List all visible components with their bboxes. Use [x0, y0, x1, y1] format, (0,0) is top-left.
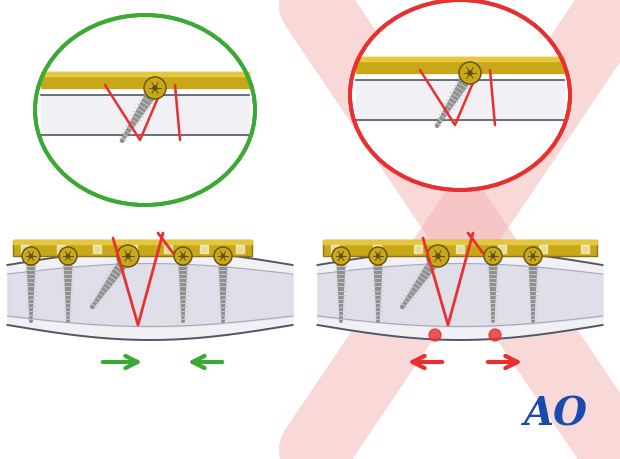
- Circle shape: [66, 319, 70, 323]
- Polygon shape: [401, 252, 443, 308]
- Polygon shape: [336, 256, 346, 321]
- Circle shape: [66, 254, 70, 258]
- Ellipse shape: [352, 1, 569, 189]
- Circle shape: [214, 247, 232, 265]
- Circle shape: [59, 247, 77, 265]
- Ellipse shape: [37, 17, 254, 203]
- Circle shape: [22, 247, 40, 265]
- Circle shape: [524, 247, 542, 265]
- Circle shape: [467, 70, 472, 76]
- Circle shape: [221, 254, 225, 258]
- Text: AO: AO: [523, 396, 587, 434]
- Circle shape: [221, 319, 225, 323]
- Polygon shape: [323, 240, 597, 256]
- Polygon shape: [91, 252, 133, 308]
- Circle shape: [376, 319, 380, 323]
- Circle shape: [435, 123, 440, 128]
- Polygon shape: [488, 256, 498, 321]
- Circle shape: [427, 245, 449, 267]
- Circle shape: [459, 62, 481, 84]
- Polygon shape: [26, 256, 36, 321]
- Circle shape: [531, 319, 535, 323]
- Circle shape: [369, 247, 387, 265]
- Circle shape: [181, 319, 185, 323]
- Circle shape: [181, 254, 185, 258]
- Circle shape: [400, 304, 405, 309]
- Circle shape: [339, 319, 343, 323]
- Circle shape: [376, 254, 380, 258]
- Circle shape: [144, 77, 166, 99]
- Circle shape: [339, 254, 343, 258]
- Circle shape: [491, 254, 495, 258]
- Polygon shape: [63, 256, 73, 321]
- Polygon shape: [436, 70, 475, 127]
- Polygon shape: [373, 256, 383, 321]
- Polygon shape: [13, 240, 252, 256]
- Circle shape: [125, 253, 131, 259]
- Circle shape: [153, 85, 157, 91]
- Circle shape: [174, 247, 192, 265]
- Circle shape: [332, 247, 350, 265]
- Polygon shape: [121, 85, 160, 141]
- Circle shape: [491, 319, 495, 323]
- Circle shape: [531, 254, 535, 258]
- Circle shape: [120, 138, 125, 143]
- Circle shape: [29, 319, 33, 323]
- Circle shape: [435, 253, 441, 259]
- Circle shape: [429, 329, 441, 341]
- Polygon shape: [528, 256, 538, 321]
- Polygon shape: [218, 256, 228, 321]
- Circle shape: [117, 245, 139, 267]
- Circle shape: [90, 304, 95, 309]
- Circle shape: [29, 254, 33, 258]
- Circle shape: [489, 329, 501, 341]
- Circle shape: [484, 247, 502, 265]
- Polygon shape: [178, 256, 188, 321]
